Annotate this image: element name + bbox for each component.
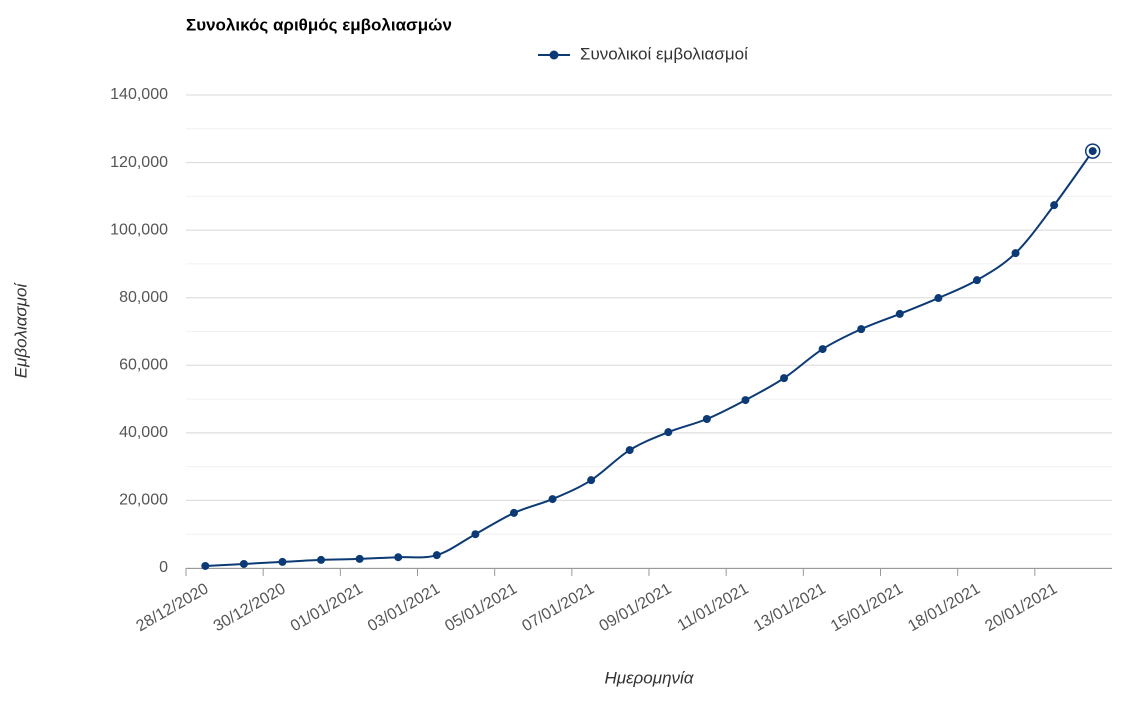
x-tick-label: 28/12/2020 [134, 580, 212, 635]
point [780, 374, 789, 383]
x-tick-label: 15/01/2021 [828, 580, 906, 635]
y-tick-label: 140,000 [110, 86, 168, 103]
y-tick-label: 120,000 [110, 154, 168, 171]
point [394, 553, 403, 562]
x-tick-label: 30/12/2020 [211, 580, 289, 635]
x-tick-label: 03/01/2021 [365, 580, 443, 635]
y-tick-label: 100,000 [110, 221, 168, 238]
point [741, 396, 750, 405]
point [317, 555, 326, 564]
y-tick-label: 80,000 [119, 289, 168, 306]
series-line [205, 150, 1094, 567]
x-tick-label: 05/01/2021 [442, 580, 520, 635]
point [471, 530, 480, 539]
chart-title: Συνολικός αριθμός εμβολιασμών [186, 15, 452, 34]
x-tick-label: 13/01/2021 [751, 580, 829, 635]
point [587, 476, 596, 485]
x-tick-label: 09/01/2021 [597, 580, 675, 635]
x-tick-label: 11/01/2021 [675, 580, 752, 634]
point [934, 294, 943, 303]
point [702, 415, 711, 424]
point [432, 551, 441, 560]
y-axis-title: Εμβολιασμοί [11, 282, 30, 379]
x-axis-title: Ημερομηνία [605, 668, 695, 687]
y-tick-label: 40,000 [119, 424, 168, 441]
x-tick-label: 20/01/2021 [982, 580, 1060, 635]
point [548, 495, 557, 504]
point [509, 508, 518, 517]
point [278, 557, 287, 566]
point [857, 325, 866, 334]
point [1088, 147, 1097, 156]
point [625, 446, 634, 455]
x-tick-label: 01/01/2021 [288, 580, 366, 635]
point [818, 345, 827, 354]
point [1050, 201, 1059, 210]
legend-label: Συνολικοί εμβολιασμοί [580, 44, 748, 63]
point [895, 309, 904, 318]
y-tick-label: 0 [159, 559, 168, 576]
y-tick-label: 20,000 [119, 492, 168, 509]
legend-marker [549, 50, 559, 60]
point [355, 554, 364, 563]
point [239, 559, 248, 568]
point [1011, 249, 1020, 258]
point [201, 561, 210, 570]
x-tick-label: 07/01/2021 [519, 580, 597, 635]
point [664, 428, 673, 437]
y-tick-label: 60,000 [119, 357, 168, 374]
x-tick-label: 18/01/2021 [905, 580, 983, 635]
point [972, 276, 981, 285]
